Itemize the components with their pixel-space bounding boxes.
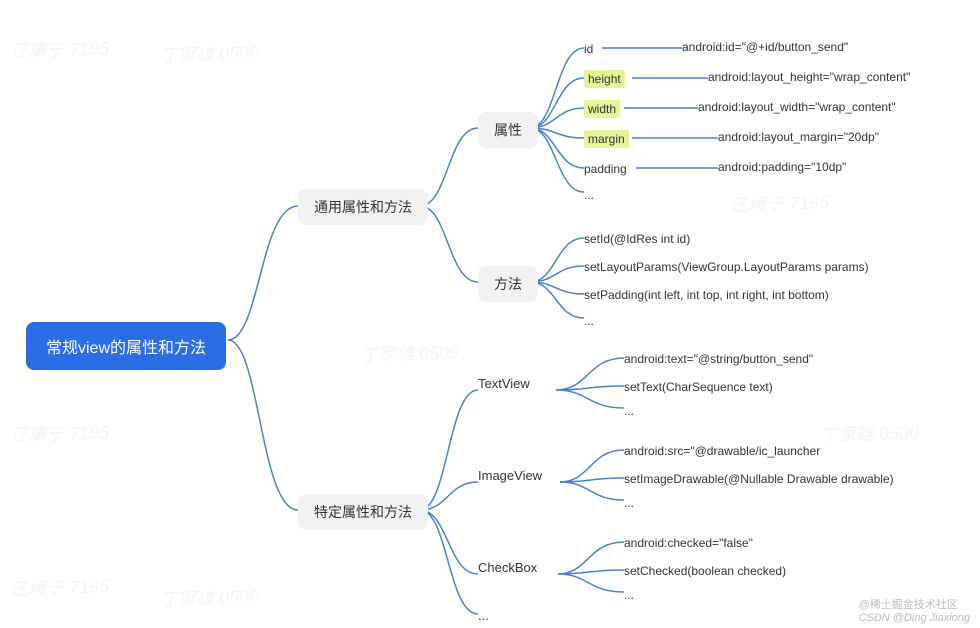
leaf-label: android:text="@string/button_send" <box>624 350 813 368</box>
leaf-label: ... <box>624 494 634 512</box>
leaf-label: setLayoutParams(ViewGroup.LayoutParams p… <box>584 258 869 276</box>
node-textview: TextView <box>478 374 530 393</box>
leaf-label: id <box>584 40 593 58</box>
leaf-label: android:src="@drawable/ic_launcher <box>624 442 820 460</box>
leaf-label: ... <box>624 402 634 420</box>
node-checkbox: CheckBox <box>478 558 537 577</box>
leaf-label: height <box>584 70 625 88</box>
watermark-text: 丁家雄 0500 <box>360 338 460 367</box>
leaf-detail: android:layout_margin="20dp" <box>718 130 879 144</box>
leaf-label: setImageDrawable(@Nullable Drawable draw… <box>624 470 894 488</box>
leaf-label: android:checked="false" <box>624 534 753 552</box>
leaf-detail: android:padding="10dp" <box>718 160 846 174</box>
node-methods: 方法 <box>478 266 538 302</box>
bottom-credit: @稀土掘金技术社区 CSDN @Ding Jiaxiong <box>859 596 970 624</box>
leaf-label: ... <box>584 186 594 204</box>
leaf-label: margin <box>584 130 629 148</box>
node-imageview: ImageView <box>478 466 542 485</box>
leaf-label: padding <box>584 160 627 178</box>
leaf-label: setPadding(int left, int top, int right,… <box>584 286 829 304</box>
connector-lines <box>0 0 980 628</box>
watermark-text: 汪康宁 7195 <box>10 34 110 63</box>
node-attrs: 属性 <box>478 112 538 148</box>
watermark-text: 汪康宁 7195 <box>10 572 110 601</box>
leaf-label: setChecked(boolean checked) <box>624 562 786 580</box>
leaf-detail: android:layout_width="wrap_content" <box>698 100 896 114</box>
watermark-text: 汪康宁 7195 <box>730 188 830 217</box>
watermark-text: 丁家雄 0500 <box>160 582 260 611</box>
leaf-label: ... <box>624 586 634 604</box>
node-special: 特定属性和方法 <box>298 494 428 530</box>
watermark-text: 汪康宁 7195 <box>10 418 110 447</box>
leaf-label: width <box>584 100 620 118</box>
leaf-label: setId(@IdRes int id) <box>584 230 690 248</box>
node-ellipsis: ... <box>478 606 489 625</box>
watermark-text: 丁家雄 0500 <box>820 418 920 447</box>
leaf-detail: android:layout_height="wrap_content" <box>708 70 910 84</box>
watermark-text: 丁家雄 0500 <box>160 38 260 67</box>
root-node: 常规view的属性和方法 <box>26 322 226 370</box>
leaf-detail: android:id="@+id/button_send" <box>682 40 848 54</box>
leaf-label: setText(CharSequence text) <box>624 378 773 396</box>
leaf-label: ... <box>584 312 594 330</box>
node-common: 通用属性和方法 <box>298 189 428 225</box>
